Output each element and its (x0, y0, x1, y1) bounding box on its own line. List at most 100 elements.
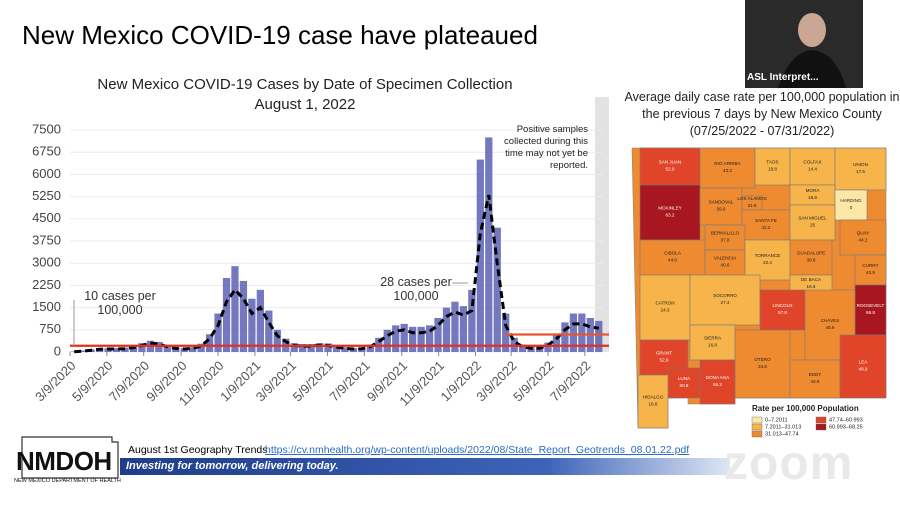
county (699, 187, 743, 226)
county-value: 66.8 (866, 310, 875, 315)
bar (442, 307, 451, 352)
county (689, 324, 736, 361)
legend-swatch (815, 423, 827, 431)
bar (248, 298, 256, 352)
county-name: DE BACA (801, 277, 822, 282)
county-name: BERNALILLO (711, 231, 740, 236)
y-tick-label: 5250 (32, 188, 61, 203)
county (741, 209, 791, 241)
y-tick-label: 4500 (32, 210, 61, 225)
bar (400, 323, 408, 352)
county-name: VALENCIA (714, 256, 737, 261)
x-tick-label: 7/9/2021 (326, 358, 372, 404)
county-name: SAN MIGUEL (798, 216, 827, 221)
legend-swatch (751, 416, 763, 424)
county-value: 18.8 (808, 195, 817, 200)
county-value: 60.6 (680, 383, 689, 388)
county (789, 147, 836, 186)
bar (502, 313, 510, 352)
county (699, 359, 736, 405)
bar (485, 137, 493, 352)
x-tick-label: 7/9/2022 (547, 358, 593, 404)
video-person-head (798, 13, 826, 47)
county-name: MORA (806, 188, 821, 193)
county-value: 44.2 (859, 238, 868, 243)
bar (256, 289, 264, 352)
bar (383, 329, 391, 352)
chart-subtitle: August 1, 2022 (254, 96, 356, 113)
bar (468, 289, 476, 352)
y-tick-label: 7500 (32, 121, 61, 136)
county-value: 0 (850, 205, 853, 210)
legend-label: 60.993–68.25 (829, 424, 863, 430)
county-value: 31.8 (748, 203, 757, 208)
bar (273, 329, 281, 352)
county-name: TAOS (766, 160, 778, 165)
county-name: LEA (859, 360, 869, 365)
county-value: 16.8 (708, 343, 717, 348)
bar (595, 320, 603, 352)
county-value: 42.2 (762, 225, 771, 230)
county-name: UNION (853, 162, 868, 167)
y-tick-label: 2250 (32, 277, 61, 292)
footer-label: August 1st Geography Trends (128, 444, 268, 456)
bar (409, 326, 417, 352)
video-person-body (778, 50, 846, 88)
county-value: 37.8 (721, 238, 730, 243)
county-name: LINCOLN (773, 303, 793, 308)
participant-name: ASL Interpret... (747, 72, 819, 83)
bar (299, 344, 307, 352)
county-name: EDDY (809, 372, 822, 377)
county-name: COLFAX (803, 160, 821, 165)
bar (197, 343, 205, 352)
legend-swatch (751, 430, 763, 438)
county-value: 17.5 (856, 169, 865, 174)
y-tick-label: 3000 (32, 255, 61, 270)
footer-link[interactable]: https://cv.nmhealth.org/wp-content/uploa… (265, 444, 690, 456)
county (754, 147, 791, 186)
county (639, 274, 691, 341)
county-name: CIBOLA (664, 251, 682, 256)
county-value: 63.2 (666, 213, 675, 218)
county-value: 48.9 (859, 367, 868, 372)
bar (544, 342, 552, 352)
county-value: 14.4 (808, 167, 817, 172)
county-name: HIDALGO (643, 395, 664, 400)
bar (214, 313, 222, 352)
legend-swatch (815, 416, 827, 424)
county-value: 34.6 (758, 364, 767, 369)
county (839, 334, 887, 399)
legend-title: Rate per 100,000 Population (752, 404, 859, 413)
y-tick-label: 6000 (32, 166, 61, 181)
legend-swatch (751, 423, 763, 431)
county-value: 19.8 (768, 167, 777, 172)
county-name: SANDOVAL (709, 200, 734, 205)
chart-note: Positive samples collected during this t… (504, 124, 588, 171)
county-value: 27.4 (721, 300, 730, 305)
bar (112, 348, 121, 352)
county (744, 239, 791, 281)
county (839, 219, 887, 256)
county-value: 55.2 (713, 382, 722, 387)
bar (265, 310, 273, 352)
bar (392, 325, 400, 352)
county-name: GUADALUPE (797, 251, 825, 256)
bar (332, 345, 341, 352)
county (699, 147, 756, 189)
county (689, 274, 761, 326)
county-value: 16.6 (807, 284, 816, 289)
county (789, 239, 833, 276)
bar (459, 306, 468, 352)
county (704, 249, 746, 276)
county-value: 38.8 (807, 258, 816, 263)
map-title: Average daily case rate per 100,000 popu… (624, 90, 900, 138)
legend-label: 7.2011–31.013 (765, 424, 801, 430)
bar (552, 334, 561, 352)
county-name: LUNA (678, 376, 691, 381)
county-name: CATRON (655, 301, 674, 306)
county-name: SAN JUAN (659, 160, 682, 165)
legend-label: 47.74–60.993 (829, 417, 863, 423)
bar (222, 278, 231, 352)
